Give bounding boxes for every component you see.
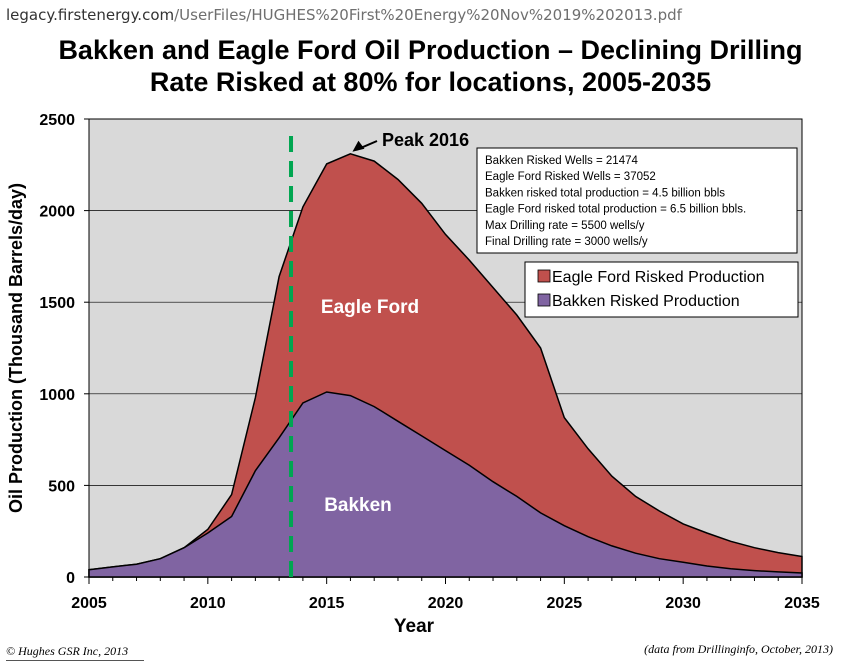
info-box-line: Eagle Ford risked total production = 6.5… <box>485 204 746 216</box>
browser-url-bar[interactable]: legacy.firstenergy.com/UserFiles/HUGHES%… <box>0 0 861 30</box>
chart-title-line-1: Bakken and Eagle Ford Oil Production – D… <box>58 35 803 65</box>
legend: Eagle Ford Risked Production Bakken Risk… <box>524 261 799 318</box>
url-path: /UserFiles/HUGHES%20First%20Energy%20Nov… <box>174 6 682 24</box>
bakken-area <box>88 391 803 578</box>
info-box-line: Bakken risked total production = 4.5 bil… <box>485 187 725 199</box>
url-host: legacy.firstenergy.com <box>6 6 175 24</box>
bakken-area-label: Bakken <box>324 495 392 516</box>
info-box-frame <box>476 147 798 254</box>
legend-swatch-bakken <box>537 293 551 307</box>
info-box: Bakken Risked Wells = 21474 Eagle Ford Ri… <box>476 147 798 254</box>
data-source-credit: (data from Drillinginfo, October, 2013) <box>644 642 833 656</box>
url-text[interactable]: legacy.firstenergy.com/UserFiles/HUGHES%… <box>6 6 682 24</box>
copyright-credit: © Hughes GSR Inc, 2013 <box>6 644 144 661</box>
peak-arrowhead <box>352 140 365 152</box>
x-axis-label: Year <box>394 616 435 637</box>
copyright-text: © Hughes GSR Inc, 2013 <box>6 644 129 658</box>
peak-label: Peak 2016 <box>382 130 469 150</box>
chart-title: Bakken and Eagle Ford Oil Production – D… <box>0 34 861 98</box>
legend-label-eagle-ford: Eagle Ford Risked Production <box>552 269 765 286</box>
x-tick-label-2015: 2015 <box>309 595 345 612</box>
legend-label-bakken: Bakken Risked Production <box>552 293 740 310</box>
info-box-line: Final Drilling rate = 3000 wells/y <box>485 236 648 248</box>
info-box-line: Max Drilling rate = 5500 wells/y <box>485 220 645 232</box>
x-axis-ticks: 2005 2010 2015 2020 2025 2030 2035 <box>71 577 820 612</box>
legend-swatch-eagle-ford <box>537 269 551 283</box>
eagle-ford-area-label: Eagle Ford <box>321 297 419 318</box>
x-tick-label-2020: 2020 <box>428 595 464 612</box>
x-tick-label-2025: 2025 <box>547 595 583 612</box>
y-tick-label-500: 500 <box>48 478 75 495</box>
x-tick-label-2035: 2035 <box>784 595 820 612</box>
y-tick-label-1500: 1500 <box>39 295 75 312</box>
peak-annotation: Peak 2016 <box>352 130 469 152</box>
credit-underline <box>6 660 144 661</box>
x-tick-label-2010: 2010 <box>190 595 226 612</box>
y-tick-label-0: 0 <box>66 570 75 587</box>
chart-title-line-2: Rate Risked at 80% for locations, 2005-2… <box>149 67 712 97</box>
y-tick-label-2500: 2500 <box>39 112 75 129</box>
y-axis-label: Oil Production (Thousand Barrels/day) <box>6 183 26 513</box>
x-tick-label-2005: 2005 <box>71 595 107 612</box>
x-tick-label-2030: 2030 <box>665 595 701 612</box>
legend-frame <box>524 261 799 318</box>
y-axis-ticks: 0 500 1000 1500 2000 2500 <box>39 112 89 587</box>
y-tick-label-2000: 2000 <box>39 204 75 221</box>
info-box-line: Eagle Ford Risked Wells = 37052 <box>485 171 656 183</box>
y-tick-label-1000: 1000 <box>39 387 75 404</box>
info-box-line: Bakken Risked Wells = 21474 <box>485 155 638 167</box>
